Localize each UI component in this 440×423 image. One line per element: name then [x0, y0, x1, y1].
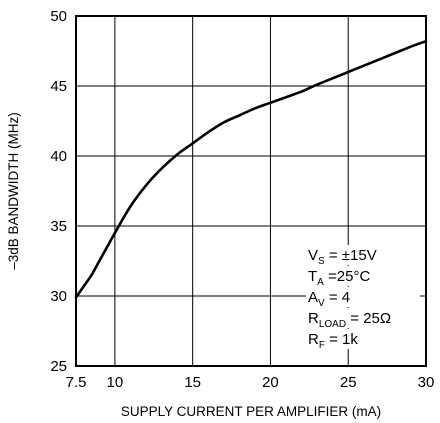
- y-tick-label: 35: [50, 218, 67, 235]
- annotation-line: VS = ±15V: [308, 247, 377, 267]
- annotation-backdrop: [306, 308, 420, 328]
- x-axis-label: SUPPLY CURRENT PER AMPLIFIER (mA): [121, 404, 381, 419]
- annotation-text: = 4: [325, 289, 350, 306]
- annotation-subscript: F: [319, 340, 325, 351]
- x-tick-label: 7.5: [66, 374, 87, 391]
- x-tick-label: 20: [262, 374, 279, 391]
- annotation-subscript: V: [318, 298, 325, 309]
- annotation-backdrop: [306, 266, 420, 286]
- y-tick-label: 30: [50, 288, 67, 305]
- annotation-subscript: LOAD: [319, 319, 346, 330]
- series-line-0: [74, 39, 428, 299]
- annotation-backdrop: [306, 329, 420, 349]
- annotation-text: T: [308, 268, 317, 285]
- annotation-backdrop: [306, 287, 420, 307]
- annotation-line: RF = 1k: [308, 331, 358, 351]
- x-tick-label: 15: [184, 374, 201, 391]
- annotation-text: = 25Ω: [346, 310, 391, 327]
- annotation-text: R: [308, 310, 319, 327]
- annotation-backdrop: [306, 245, 420, 265]
- annotation-subscript: A: [317, 277, 324, 288]
- x-tick-label: 30: [418, 374, 435, 391]
- y-axis-label: –3dB BANDWIDTH (MHz): [6, 112, 21, 270]
- annotation-line: TA =25°C: [308, 268, 370, 288]
- annotation-line: AV = 4: [308, 289, 350, 309]
- tick-labels: 7.5 10 15 20 25 30 25 30 35 40 45 50: [50, 8, 434, 391]
- y-tick-label: 45: [50, 78, 67, 95]
- x-tick-label: 25: [340, 374, 357, 391]
- annotation-text: =25°C: [324, 268, 371, 285]
- annotation-text: = 1k: [325, 331, 358, 348]
- annotation-text: A: [308, 289, 318, 306]
- data-series: [74, 39, 428, 299]
- annotation-text: R: [308, 331, 319, 348]
- y-tick-label: 40: [50, 148, 67, 165]
- annotation-text: = ±15V: [325, 247, 377, 264]
- annotation-text: V: [308, 247, 318, 264]
- x-tick-label: 10: [107, 374, 124, 391]
- y-tick-label: 50: [50, 8, 67, 25]
- y-tick-label: 25: [50, 358, 67, 375]
- plot-frame: [75, 15, 427, 367]
- annotation-subscript: S: [318, 256, 325, 267]
- annotation-line: RLOAD = 25Ω: [308, 310, 391, 330]
